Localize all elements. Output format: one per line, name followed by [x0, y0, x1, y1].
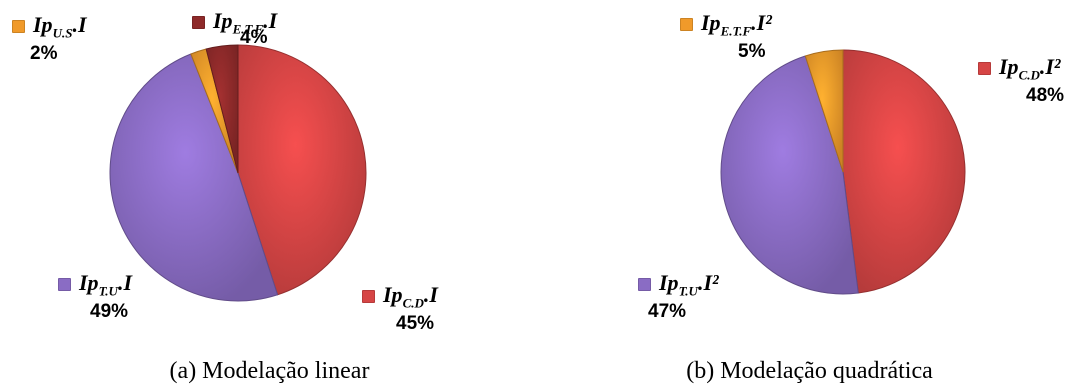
- legend-item-tu-q: IpT.U.I² 47%: [638, 270, 719, 323]
- pie-slice-etf: [205, 44, 239, 174]
- pie-slice-cd: [237, 44, 367, 296]
- percent-label-tu-q: 47%: [648, 301, 687, 323]
- swatch-etf-q: [680, 18, 693, 32]
- pie-svg-linear: [109, 44, 367, 302]
- pie-slice-cd: [842, 49, 966, 294]
- pie-slice-etf: [804, 49, 844, 173]
- percent-label-us: 2%: [30, 43, 58, 65]
- pie-slice-tu: [720, 55, 859, 295]
- pie-svg-quadratic: [720, 49, 966, 295]
- percent-label-cd-q: 48%: [1026, 85, 1065, 107]
- caption-linear: (a) Modelação linear: [169, 358, 370, 384]
- swatch-cd: [362, 290, 375, 304]
- pie-slice-tu: [109, 53, 279, 302]
- caption-quadratic: (b) Modelação quadrática: [686, 358, 933, 384]
- swatch-etf: [192, 16, 205, 30]
- series-name-tu-q: IpT.U.I²: [659, 270, 719, 299]
- percent-label-cd: 45%: [396, 313, 435, 335]
- pie-chart-linear: IpU.S.I 2% IpE.T.F.I 4% IpT.U.I 49% IpC.…: [0, 0, 539, 390]
- percent-label-tu: 49%: [90, 301, 129, 323]
- percent-label-etf: 4%: [240, 27, 268, 49]
- series-name-cd-q: IpC.D.I²: [999, 54, 1061, 83]
- swatch-tu-q: [638, 278, 651, 292]
- legend-item-etf: IpE.T.F.I 4%: [192, 8, 277, 49]
- swatch-us: [12, 20, 25, 34]
- swatch-tu: [58, 278, 71, 292]
- legend-item-etf-q: IpE.T.F.I² 5%: [680, 10, 772, 63]
- series-name-etf-q: IpE.T.F.I²: [701, 10, 772, 39]
- series-name-cd: IpC.D.I: [383, 282, 438, 311]
- swatch-cd-q: [978, 62, 991, 76]
- legend-item-tu: IpT.U.I 49%: [58, 270, 132, 323]
- percent-label-etf-q: 5%: [738, 41, 766, 63]
- pie-chart-quadratic: IpE.T.F.I² 5% IpC.D.I² 48% IpT.U.I² 47% …: [540, 0, 1079, 390]
- series-name-us: IpU.S.I: [33, 12, 87, 41]
- legend-item-cd-q: IpC.D.I² 48%: [978, 54, 1064, 107]
- legend-item-cd: IpC.D.I 45%: [362, 282, 438, 335]
- series-name-tu: IpT.U.I: [79, 270, 133, 299]
- series-name-etf: IpE.T.F.I: [213, 8, 278, 37]
- legend-item-us: IpU.S.I 2%: [12, 12, 87, 65]
